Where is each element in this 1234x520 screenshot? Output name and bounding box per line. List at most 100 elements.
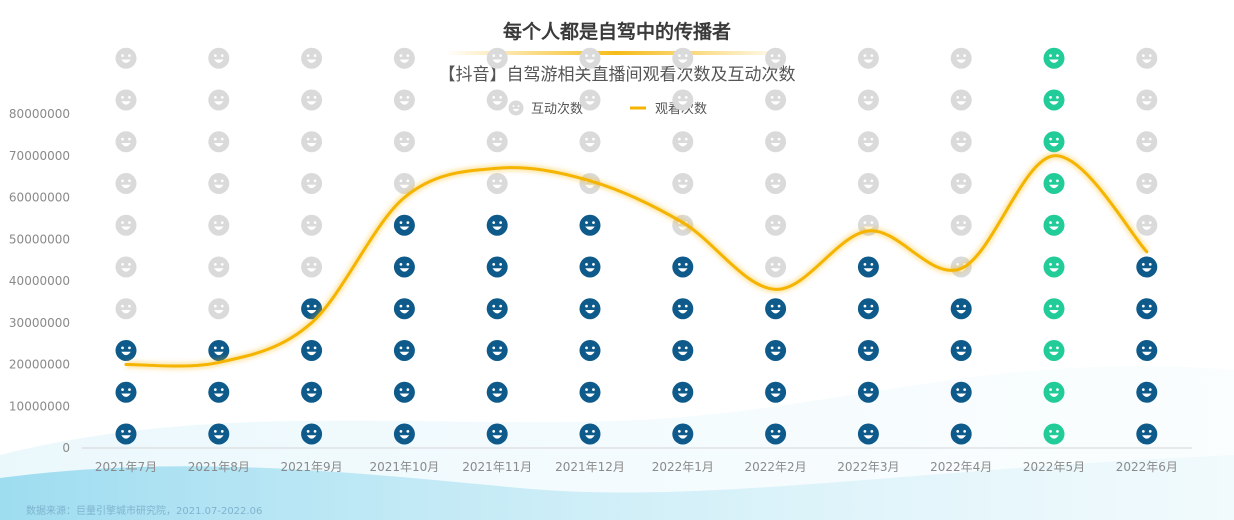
empty-smiley-icon — [115, 47, 137, 69]
x-tick-label: 2022年5月 — [1023, 460, 1085, 474]
icon-column — [672, 47, 694, 445]
empty-smiley-icon — [857, 47, 879, 69]
empty-smiley-icon — [857, 173, 879, 194]
filled-smiley-icon — [1043, 423, 1065, 445]
y-tick-label: 0 — [62, 441, 70, 455]
filled-smiley-icon — [1136, 256, 1158, 278]
x-axis: 2021年7月 2021年8月 2021年9月 2021年10月 2021年11月 202… — [82, 447, 1192, 474]
empty-smiley-icon — [208, 298, 230, 320]
filled-smiley-icon — [857, 298, 879, 320]
filled-smiley-icon — [765, 381, 787, 403]
filled-smiley-icon — [208, 423, 230, 445]
filled-smiley-icon — [115, 423, 137, 445]
icon-column — [579, 47, 601, 445]
empty-smiley-icon — [115, 173, 137, 194]
empty-smiley-icon — [115, 89, 137, 111]
icon-column — [486, 47, 508, 445]
filled-smiley-icon — [1136, 381, 1158, 403]
x-tick-label: 2021年9月 — [281, 460, 343, 474]
legend-label-interactions: 互动次数 — [531, 101, 583, 117]
filled-smiley-icon — [579, 298, 601, 320]
filled-smiley-icon — [1043, 340, 1065, 361]
filled-smiley-icon — [1043, 173, 1065, 194]
filled-smiley-icon — [1043, 214, 1065, 236]
filled-smiley-icon — [115, 340, 137, 361]
filled-smiley-icon — [579, 381, 601, 403]
empty-smiley-icon — [672, 131, 694, 153]
filled-smiley-icon — [857, 340, 879, 361]
filled-smiley-icon — [950, 298, 972, 320]
title-underline — [445, 51, 789, 55]
filled-smiley-icon — [393, 381, 415, 403]
filled-smiley-icon — [393, 423, 415, 445]
empty-smiley-icon — [765, 89, 787, 111]
x-tick-label: 2021年11月 — [462, 460, 532, 474]
empty-smiley-icon — [486, 173, 508, 194]
empty-smiley-icon — [208, 131, 230, 153]
x-tick-label: 2021年8月 — [188, 460, 250, 474]
empty-smiley-icon — [115, 298, 137, 320]
filled-smiley-icon — [950, 340, 972, 361]
empty-smiley-icon — [393, 131, 415, 153]
filled-smiley-icon — [672, 256, 694, 278]
chart-subtitle: 【抖音】自驾游相关直播间观看次数及互动次数 — [439, 65, 796, 85]
x-tick-label: 2022年3月 — [837, 460, 899, 474]
empty-smiley-icon — [486, 89, 508, 111]
filled-smiley-icon — [486, 298, 508, 320]
icon-column — [115, 47, 137, 445]
empty-smiley-icon — [857, 131, 879, 153]
empty-smiley-icon — [115, 131, 137, 153]
x-tick-label: 2022年4月 — [930, 460, 992, 474]
filled-smiley-icon — [765, 340, 787, 361]
filled-smiley-icon — [1043, 256, 1065, 278]
filled-smiley-icon — [950, 381, 972, 403]
filled-smiley-icon — [1136, 298, 1158, 320]
empty-smiley-icon — [301, 131, 323, 153]
empty-smiley-icon — [301, 89, 323, 111]
empty-smiley-icon — [950, 131, 972, 153]
filled-smiley-icon — [208, 381, 230, 403]
empty-smiley-icon — [301, 173, 323, 194]
filled-smiley-icon — [765, 298, 787, 320]
filled-smiley-icon — [1043, 47, 1065, 69]
filled-smiley-icon — [486, 423, 508, 445]
empty-smiley-icon — [950, 214, 972, 236]
y-tick-label: 10000000 — [9, 399, 70, 413]
filled-smiley-icon — [1043, 298, 1065, 320]
filled-smiley-icon — [1136, 340, 1158, 361]
filled-smiley-icon — [950, 423, 972, 445]
empty-smiley-icon — [579, 47, 601, 69]
filled-smiley-icon — [1136, 423, 1158, 445]
page-title: 每个人都是自驾中的传播者 — [503, 20, 731, 43]
icon-column — [1136, 47, 1158, 445]
filled-smiley-icon — [579, 423, 601, 445]
icon-column — [208, 47, 230, 445]
filled-smiley-icon — [301, 423, 323, 445]
empty-smiley-icon — [486, 47, 508, 69]
empty-smiley-icon — [765, 47, 787, 69]
filled-smiley-icon — [393, 298, 415, 320]
filled-smiley-icon — [672, 381, 694, 403]
filled-smiley-icon — [486, 381, 508, 403]
filled-smiley-icon — [672, 298, 694, 320]
filled-smiley-icon — [301, 381, 323, 403]
empty-smiley-icon — [208, 47, 230, 69]
filled-smiley-icon — [579, 256, 601, 278]
filled-smiley-icon — [672, 340, 694, 361]
filled-smiley-icon — [486, 214, 508, 236]
filled-smiley-icon — [393, 340, 415, 361]
empty-smiley-icon — [1136, 131, 1158, 153]
empty-smiley-icon — [115, 256, 137, 278]
y-tick-label: 60000000 — [9, 191, 70, 205]
view-count-line — [124, 154, 1149, 368]
empty-smiley-icon — [950, 89, 972, 111]
filled-smiley-icon — [672, 423, 694, 445]
empty-smiley-icon — [1136, 214, 1158, 236]
empty-smiley-icon — [950, 47, 972, 69]
empty-smiley-icon — [765, 256, 787, 278]
filled-smiley-icon — [1043, 89, 1065, 111]
y-tick-label: 20000000 — [9, 358, 70, 372]
empty-smiley-icon — [765, 214, 787, 236]
empty-smiley-icon — [301, 256, 323, 278]
legend-smiley-icon — [508, 100, 524, 116]
